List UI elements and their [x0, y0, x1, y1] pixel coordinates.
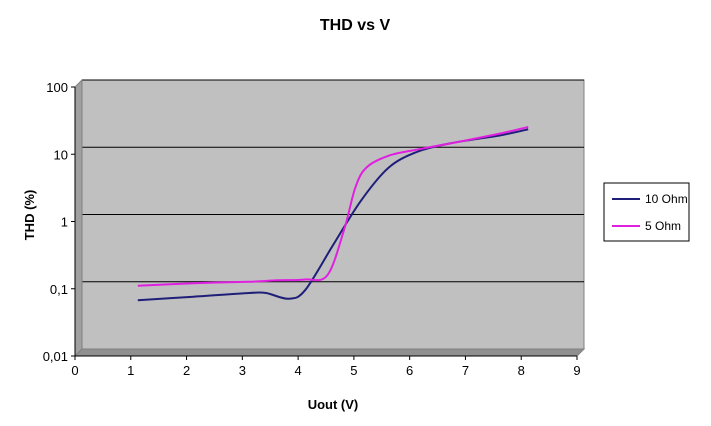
x-tick-label: 1: [127, 363, 134, 378]
legend: 10 Ohm 5 Ohm: [603, 182, 690, 242]
legend-label: 10 Ohm: [645, 192, 688, 206]
x-axis-floor: [73, 348, 586, 357]
x-tick-label: 0: [71, 363, 78, 378]
x-tick-label: 8: [518, 363, 525, 378]
y-tick-label: 1: [61, 215, 68, 230]
legend-items: 10 Ohm 5 Ohm: [612, 192, 688, 233]
grid-lines: [82, 79, 584, 283]
x-tick-label: 3: [239, 363, 246, 378]
legend-box: [603, 182, 690, 242]
x-tick-label: 4: [294, 363, 301, 378]
y-tick-label: 0,1: [50, 282, 68, 297]
x-tick-label: 9: [573, 363, 580, 378]
x-tick-label: 2: [183, 363, 190, 378]
x-tick-label: 6: [406, 363, 413, 378]
y-tick-label: 100: [46, 80, 68, 95]
tick-labels: 0 1 2 3 4 5 6 7 8 9 0,01 0,1 1 10 100: [43, 80, 581, 378]
x-axis-label: Uout (V): [308, 397, 359, 412]
x-tick-label: 5: [350, 363, 357, 378]
x-tick-label: 7: [462, 363, 469, 378]
series-lines: [137, 126, 529, 302]
series-line-5-ohm: [137, 126, 529, 287]
y-tick-label: 10: [54, 147, 68, 162]
legend-label: 5 Ohm: [645, 219, 681, 233]
y-axis-label: THD (%): [22, 190, 37, 241]
y-tick-label: 0,01: [43, 349, 68, 364]
chart-title: THD vs V: [320, 17, 391, 34]
y-axis-wall: [74, 78, 83, 358]
